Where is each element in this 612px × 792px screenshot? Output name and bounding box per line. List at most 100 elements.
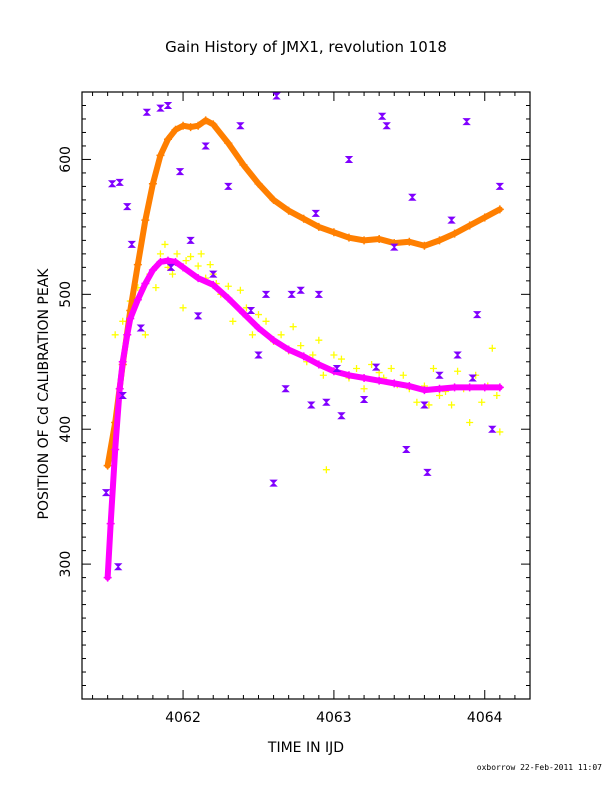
series-2-point	[309, 351, 317, 359]
series-1-point	[360, 373, 369, 382]
series-0-point	[103, 461, 112, 470]
x-tick-label: 4063	[316, 710, 352, 726]
series-0-point	[420, 241, 429, 250]
series-2-point	[182, 257, 190, 265]
series-2-point	[197, 250, 205, 258]
series-3-point	[115, 178, 124, 186]
series-2-point	[448, 401, 456, 409]
series-2-point	[152, 284, 160, 292]
series-1-point	[269, 336, 278, 345]
series-3-point	[495, 182, 505, 190]
series-0-point	[171, 125, 180, 134]
series-1-point	[133, 295, 142, 304]
series-0-point	[450, 229, 459, 238]
series-0-point	[224, 139, 233, 148]
series-3-point	[163, 101, 173, 109]
y-axis-label: POSITION OF Cd CALIBRATION PEAK	[36, 268, 52, 520]
series-3-point	[359, 396, 369, 404]
series-line-1	[104, 257, 503, 581]
series-3-point	[462, 118, 471, 126]
series-3-point	[453, 351, 462, 359]
series-1-point	[123, 330, 132, 339]
series-2-point	[187, 253, 195, 261]
series-2-point	[337, 355, 345, 363]
series-1-point	[299, 352, 308, 361]
series-1-point	[495, 383, 504, 392]
series-1-point	[141, 279, 150, 288]
series-3-point	[156, 104, 165, 112]
series-2-point	[179, 304, 187, 312]
series-3-point	[209, 270, 218, 278]
series-3-point	[402, 445, 411, 453]
series-2-point	[319, 371, 327, 379]
series-2-point	[224, 282, 232, 290]
series-3-point	[390, 243, 399, 251]
series-1-point	[314, 360, 323, 369]
series-3-point	[371, 363, 381, 371]
series-3-point	[113, 563, 123, 571]
series-3-point	[311, 209, 321, 217]
series-2-point	[277, 331, 285, 339]
series-2-point	[161, 240, 169, 248]
series-1-point	[118, 357, 127, 366]
series-3-point	[488, 425, 497, 433]
series-1-point	[163, 256, 172, 265]
series-3-point	[332, 365, 342, 373]
series-3-point	[107, 180, 117, 188]
series-1-point	[480, 383, 489, 392]
series-0-point	[480, 213, 489, 222]
series-1-point	[179, 263, 188, 272]
series-1-point	[254, 324, 263, 333]
x-tick-label: 4064	[467, 710, 503, 726]
series-2-point	[488, 344, 496, 352]
series-1-point	[450, 383, 459, 392]
series-2-point	[141, 331, 149, 339]
series-2-point	[119, 317, 127, 325]
series-2-point	[493, 392, 501, 399]
series-1-point	[239, 309, 248, 318]
series-3-point	[468, 374, 477, 382]
series-2-point	[435, 392, 443, 399]
data-layer	[101, 92, 505, 582]
series-2-point	[478, 398, 486, 406]
series-2-point	[496, 428, 504, 436]
series-3-point	[236, 122, 245, 130]
series-1-point	[405, 382, 414, 391]
series-1-point	[344, 371, 353, 380]
series-0-point	[405, 237, 414, 246]
series-3-point	[175, 168, 185, 176]
series-3-point	[186, 236, 195, 244]
series-1-point	[209, 280, 218, 289]
series-2-point	[425, 401, 433, 409]
series-0-point	[209, 120, 218, 129]
series-2-point	[262, 317, 270, 325]
series-1-point	[435, 384, 444, 393]
series-0-point	[269, 195, 278, 204]
series-2-point	[248, 331, 256, 339]
series-3-point	[118, 392, 127, 399]
series-0-point	[186, 123, 195, 132]
series-2-point	[194, 262, 202, 270]
series-2-point	[429, 365, 437, 373]
series-1-point	[106, 519, 115, 528]
series-3-point	[408, 193, 417, 201]
series-3-point	[261, 290, 271, 298]
series-1-point	[148, 266, 157, 275]
series-0-point	[375, 235, 384, 244]
series-0-point	[284, 206, 293, 215]
series-3-point	[472, 311, 482, 319]
series-1-point	[126, 314, 135, 323]
axis-ticks: 4062 4063 4064 300 400 500 600	[58, 92, 531, 726]
series-2-point	[297, 342, 305, 350]
series-3-point	[166, 263, 176, 271]
series-3-point	[254, 351, 263, 359]
series-1-point	[194, 274, 203, 283]
series-1-point	[171, 257, 180, 266]
series-3-point	[322, 398, 331, 406]
y-tick-label: 600	[58, 146, 74, 173]
series-0-point	[314, 222, 323, 231]
series-3-point	[377, 112, 387, 120]
series-2-point	[353, 365, 361, 373]
series-3-point	[272, 92, 281, 100]
